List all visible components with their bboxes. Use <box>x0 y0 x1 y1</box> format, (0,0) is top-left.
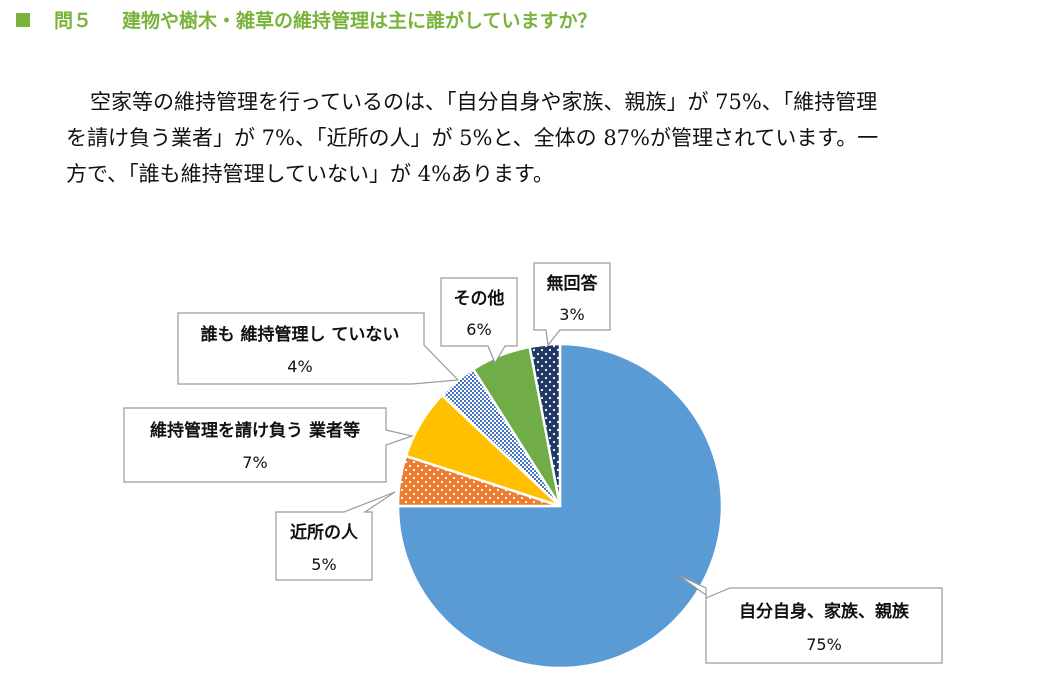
callout-box <box>677 574 943 664</box>
slice-label-self-family: 自分自身、家族、親族 <box>739 601 910 622</box>
slice-label-nobody: 誰も 維持管理し ていない <box>201 324 400 345</box>
square-bullet-icon <box>16 12 30 27</box>
slice-label-neighbor: 近所の人 <box>290 522 359 543</box>
callout-no-answer: 無回答 3% <box>533 262 611 347</box>
slice-value-contractor: 7% <box>242 453 267 472</box>
callout-box <box>533 262 611 347</box>
callout-box <box>177 312 460 385</box>
slice-value-other: 6% <box>466 320 491 339</box>
summary-line-3: 方で、「誰も維持管理していない」が 4%あります。 <box>66 162 554 186</box>
callout-box <box>123 407 415 483</box>
slice-value-no-answer: 3% <box>559 305 584 324</box>
summary-line-1: 空家等の維持管理を行っているのは、「自分自身や家族、親族」が 75%、「維持管理 <box>90 90 878 114</box>
slice-value-self-family: 75% <box>806 635 842 654</box>
pie-slices <box>396 342 724 670</box>
slice-label-contractor: 維持管理を請け負う 業者等 <box>150 420 360 441</box>
pie-slice-no-answer <box>528 342 562 507</box>
question-text: 建物や樹木・雑草の維持管理は主に誰がしていますか？ <box>122 10 597 32</box>
callout-nobody: 誰も 維持管理し ていない 4% <box>177 312 460 385</box>
question-heading: 問５ 建物や樹木・雑草の維持管理は主に誰がしていますか？ <box>8 6 596 36</box>
slice-label-no-answer: 無回答 <box>547 273 599 294</box>
callout-box <box>275 491 396 581</box>
summary-line-2: を請け負う業者」が 7%、「近所の人」が 5%と、全体の 87%が管理されていま… <box>66 126 879 150</box>
callout-box <box>440 277 518 365</box>
callout-neighbor: 近所の人 5% <box>275 491 396 581</box>
callout-other: その他 6% <box>440 277 518 365</box>
slice-value-neighbor: 5% <box>311 555 336 574</box>
slice-value-nobody: 4% <box>287 357 312 376</box>
callout-contractor: 維持管理を請け負う 業者等 7% <box>123 407 415 483</box>
slice-label-other: その他 <box>454 288 505 309</box>
question-number: 問５ <box>54 10 93 32</box>
callout-self-family: 自分自身、家族、親族 75% <box>677 574 943 664</box>
summary-paragraph: 空家等の維持管理を行っているのは、「自分自身や家族、親族」が 75%、「維持管理… <box>66 84 1028 192</box>
